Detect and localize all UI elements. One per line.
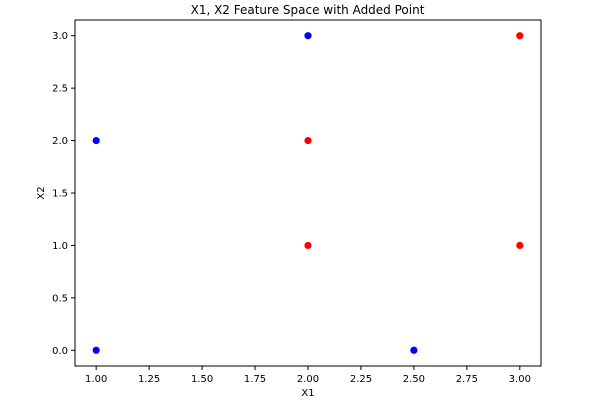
x-tick-label: 1.00	[85, 374, 107, 385]
x-tick-label: 1.50	[191, 374, 213, 385]
data-point	[304, 136, 312, 145]
y-tick-label: 2.5	[52, 84, 68, 95]
x-tick-label: 2.50	[403, 374, 425, 385]
data-point	[516, 32, 524, 40]
plot-area: 1.00 1.25 1.50 1.75 2.00 2.25 2.50 2.75 3.00 0.0…	[52, 19, 542, 385]
x-axis: 1.00 1.25 1.50 1.75 2.00 2.25 2.50 2.75 3.00	[85, 366, 531, 385]
x-axis-label: X1	[301, 388, 314, 399]
y-tick-label: 0.5	[52, 293, 68, 304]
x-tick-label: 1.75	[244, 374, 266, 385]
y-axis-label: X2	[36, 186, 47, 199]
data-point	[92, 136, 100, 145]
data-point	[304, 32, 312, 40]
data-point	[410, 346, 418, 354]
x-tick-label: 2.75	[456, 374, 478, 385]
y-axis: 0.0 0.5 1.0 1.5 2.0 2.5 3.0	[52, 31, 75, 357]
x-tick-label: 1.25	[138, 374, 160, 385]
y-tick-label: 1.5	[52, 189, 68, 200]
y-tick-label: 1.0	[52, 241, 68, 252]
chart-title: X1, X2 Feature Space with Added Point	[191, 3, 425, 17]
x-tick-label: 2.00	[297, 374, 319, 385]
data-point	[304, 241, 312, 250]
y-tick-label: 0.0	[52, 346, 68, 357]
data-points	[92, 32, 524, 354]
data-point	[92, 346, 100, 354]
x-tick-label: 2.25	[350, 374, 372, 385]
y-tick-label: 3.0	[52, 31, 68, 42]
y-tick-label: 2.0	[52, 136, 68, 147]
data-point	[516, 241, 524, 250]
x-tick-label: 3.00	[509, 374, 531, 385]
